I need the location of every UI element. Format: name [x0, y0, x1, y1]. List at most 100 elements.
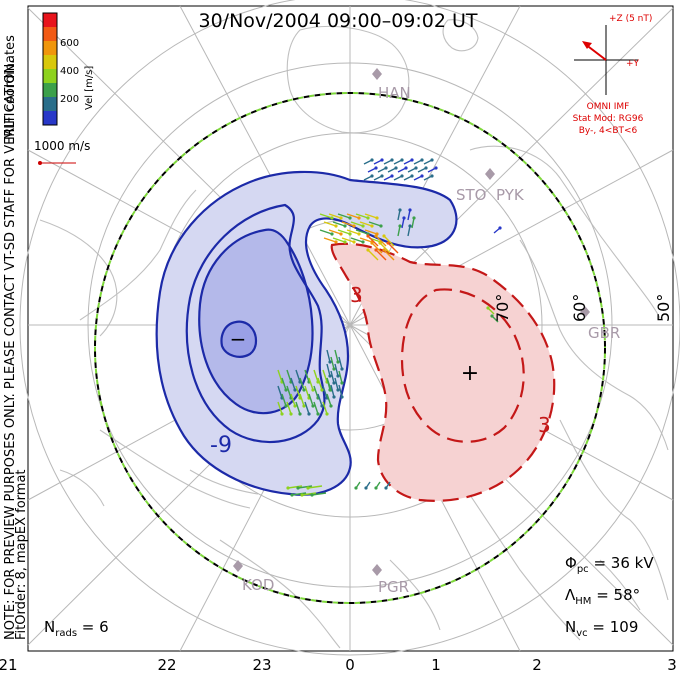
negative-contour-1 [155, 170, 458, 496]
phi-symbol: Φ [565, 554, 577, 572]
nrads-stat: Nrads = 6 [44, 618, 109, 639]
velocity-vector [355, 213, 369, 219]
velocity-colorbar [43, 13, 57, 126]
potential-min-marker: − [230, 327, 247, 351]
colorbar-segment [43, 83, 57, 98]
velocity-vector [334, 377, 339, 391]
colorbar-segment [43, 55, 57, 70]
velocity-vector-origin [352, 224, 356, 228]
velocity-vector-origin [402, 216, 406, 220]
velocity-vector-origin [328, 374, 332, 378]
latitude-label-50: 50° [654, 294, 673, 322]
velocity-vector [337, 229, 351, 235]
velocity-vector [407, 225, 411, 237]
velocity-vector [317, 377, 323, 391]
velocity-vector [281, 377, 287, 391]
velocity-vector [304, 369, 310, 383]
velocity-vector-origin [430, 158, 434, 162]
velocity-vector [319, 229, 333, 235]
negative-contour-label: -9 [210, 433, 232, 458]
velocity-vector [319, 213, 333, 219]
velocity-vector-origin [404, 166, 408, 170]
velocity-vector [379, 242, 391, 254]
velocity-vector [326, 363, 331, 377]
velocity-vector-origin [325, 412, 329, 416]
positive-contour-label-1: 3 [350, 283, 363, 307]
velocity-vector-origin [343, 240, 347, 244]
velocity-vector-origin [336, 360, 340, 364]
velocity-vector-origin [374, 234, 378, 238]
velocity-vector-origin [486, 306, 490, 310]
velocity-vector-origin [408, 208, 412, 212]
negative-contour-4 [220, 320, 258, 358]
mlt-tick-0: 0 [345, 656, 355, 674]
colorbar-segment [43, 27, 57, 42]
velocity-vector [383, 249, 395, 261]
velocity-vector [308, 393, 314, 407]
velocity-vector [367, 249, 379, 261]
velocity-vector [277, 369, 283, 383]
labrador-coast [39, 219, 118, 337]
island-coast-2 [599, 559, 641, 611]
velocity-vector-origin [293, 388, 297, 392]
velocity-vector-origin [334, 240, 338, 244]
colorbar-segment [43, 111, 57, 126]
station-kod-marker [233, 560, 243, 572]
velocity-vector-origin [364, 486, 368, 490]
potential-max-marker: + [461, 361, 479, 386]
velocity-vector [323, 221, 337, 227]
latitude-label-60: 60° [570, 294, 589, 322]
velocity-vector [332, 221, 346, 227]
meridian-5 [179, 5, 351, 326]
velocity-vector-origin [329, 404, 333, 408]
nrads-sub: rads [55, 628, 77, 639]
velocity-vector [359, 237, 373, 243]
velocity-vector-origin [398, 208, 402, 212]
velocity-vector [375, 235, 387, 247]
bering-coast [389, 559, 441, 631]
velocity-vector-origin [490, 314, 494, 318]
velocity-vector-origin [374, 486, 378, 490]
velocity-vector-origin [400, 158, 404, 162]
velocity-vector-origin [289, 412, 293, 416]
velocity-vector-origin [336, 388, 340, 392]
velocity-vector [295, 369, 301, 383]
velocity-vector-origin [374, 166, 378, 170]
velocity-vector-origin [290, 493, 294, 497]
velocity-vector-origin [420, 158, 424, 162]
velocity-vector [286, 385, 292, 399]
station-gbr-marker [580, 306, 590, 318]
velocity-vector [355, 229, 369, 235]
velocity-vector [401, 217, 405, 229]
velocity-vector [297, 485, 313, 489]
velocity-vector-origin [332, 395, 336, 399]
velocity-vector-origin [311, 388, 315, 392]
velocity-vector-origin [370, 158, 374, 162]
velocity-vector-origin [412, 216, 416, 220]
imf-z-label: +Z (5 nT) [609, 14, 652, 24]
archipelago-coast [189, 469, 259, 495]
velocity-vector [308, 377, 314, 391]
velocity-vector-origin [340, 395, 344, 399]
velocity-vector-origin [339, 232, 343, 236]
svalbard-coast [442, 19, 479, 52]
velocity-vector [364, 229, 378, 235]
fit-order-label: FitOrder: 8, mapEX format [14, 469, 29, 640]
imf-source: OMNI IMF [587, 102, 630, 112]
negative-cell [155, 170, 458, 496]
velocity-vector [299, 377, 305, 391]
velocity-vector-origin [354, 486, 358, 490]
velocity-vector [299, 393, 305, 407]
imf-y-label: +Y [626, 59, 640, 69]
russia-coast [519, 239, 669, 451]
velocity-vector-origin [410, 158, 414, 162]
lambda-hm-stat: ΛHM = 58° [565, 586, 640, 607]
velocity-vector-origin [340, 381, 344, 385]
velocity-vector-origin [384, 486, 388, 490]
nvc-symbol: N [565, 618, 576, 636]
velocity-vector-origin [384, 166, 388, 170]
velocity-vector [411, 217, 415, 229]
velocity-vector [330, 384, 335, 398]
velocity-vector-origin [414, 166, 418, 170]
